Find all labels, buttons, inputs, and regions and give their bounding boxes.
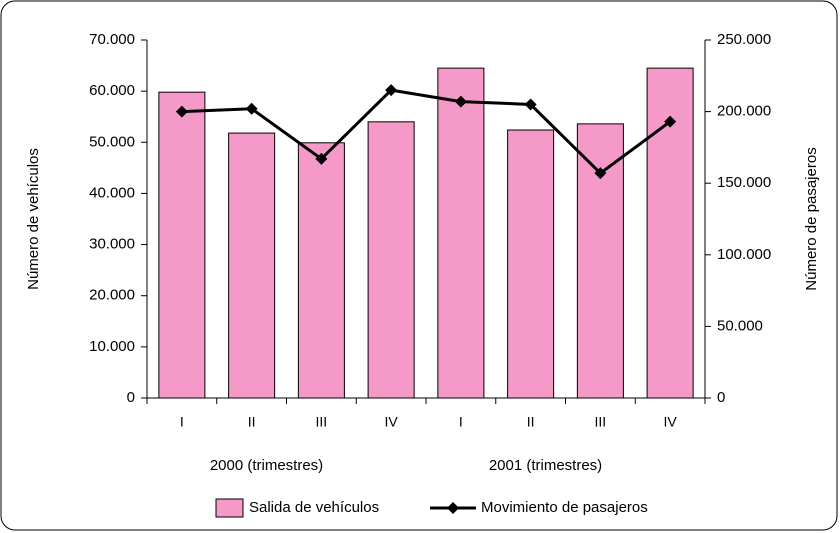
line-marker [245,102,258,115]
x-tick-label: II [527,414,535,430]
bar [297,142,345,399]
y-tick-label: 20.000 [89,287,135,304]
y2-tick-label: 250.000 [717,31,771,48]
x-tick-label: III [595,414,607,430]
y-tick-label: 40.000 [89,184,135,201]
x-group-label: 2001 (trimestres) [489,457,602,474]
y-tick-label: 50.000 [89,133,135,150]
y-tick-label: 0 [127,389,135,406]
bar [576,123,624,399]
legend-marker [447,502,459,514]
y2-tick-label: 0 [717,389,725,406]
y-tick-label: 70.000 [89,31,135,48]
legend-label: Salida de vehículos [249,499,379,516]
y-axis-title: Número de vehículos [25,148,42,290]
line-marker [175,105,188,118]
line-marker [454,95,467,108]
y-tick-label: 30.000 [89,236,135,253]
line-marker [315,152,328,165]
bar [158,91,206,399]
x-tick-label: II [248,414,256,430]
y2-tick-label: 150.000 [717,174,771,191]
line-marker [594,167,607,180]
x-tick-label: IV [385,414,399,430]
bar [228,132,276,399]
y2-tick-label: 100.000 [717,246,771,263]
line-marker [664,115,677,128]
line [181,88,672,176]
y2-axis-title: Número de pasajeros [803,147,820,290]
x-tick-label: I [459,414,463,430]
x-tick-label: I [180,414,184,430]
y2-tick-label: 50.000 [717,317,763,334]
bar [367,121,415,399]
x-tick-label: IV [664,414,678,430]
bar [507,129,555,399]
x-tick-label: III [316,414,328,430]
y-tick-label: 10.000 [89,338,135,355]
y-tick-label: 60.000 [89,82,135,99]
legend-swatch [215,498,244,518]
y2-tick-label: 200.000 [717,103,771,120]
line-marker [385,84,398,97]
line-marker [524,98,537,111]
bar [437,67,485,399]
x-group-label: 2000 (trimestres) [210,457,323,474]
legend-label: Movimiento de pasajeros [481,499,648,516]
